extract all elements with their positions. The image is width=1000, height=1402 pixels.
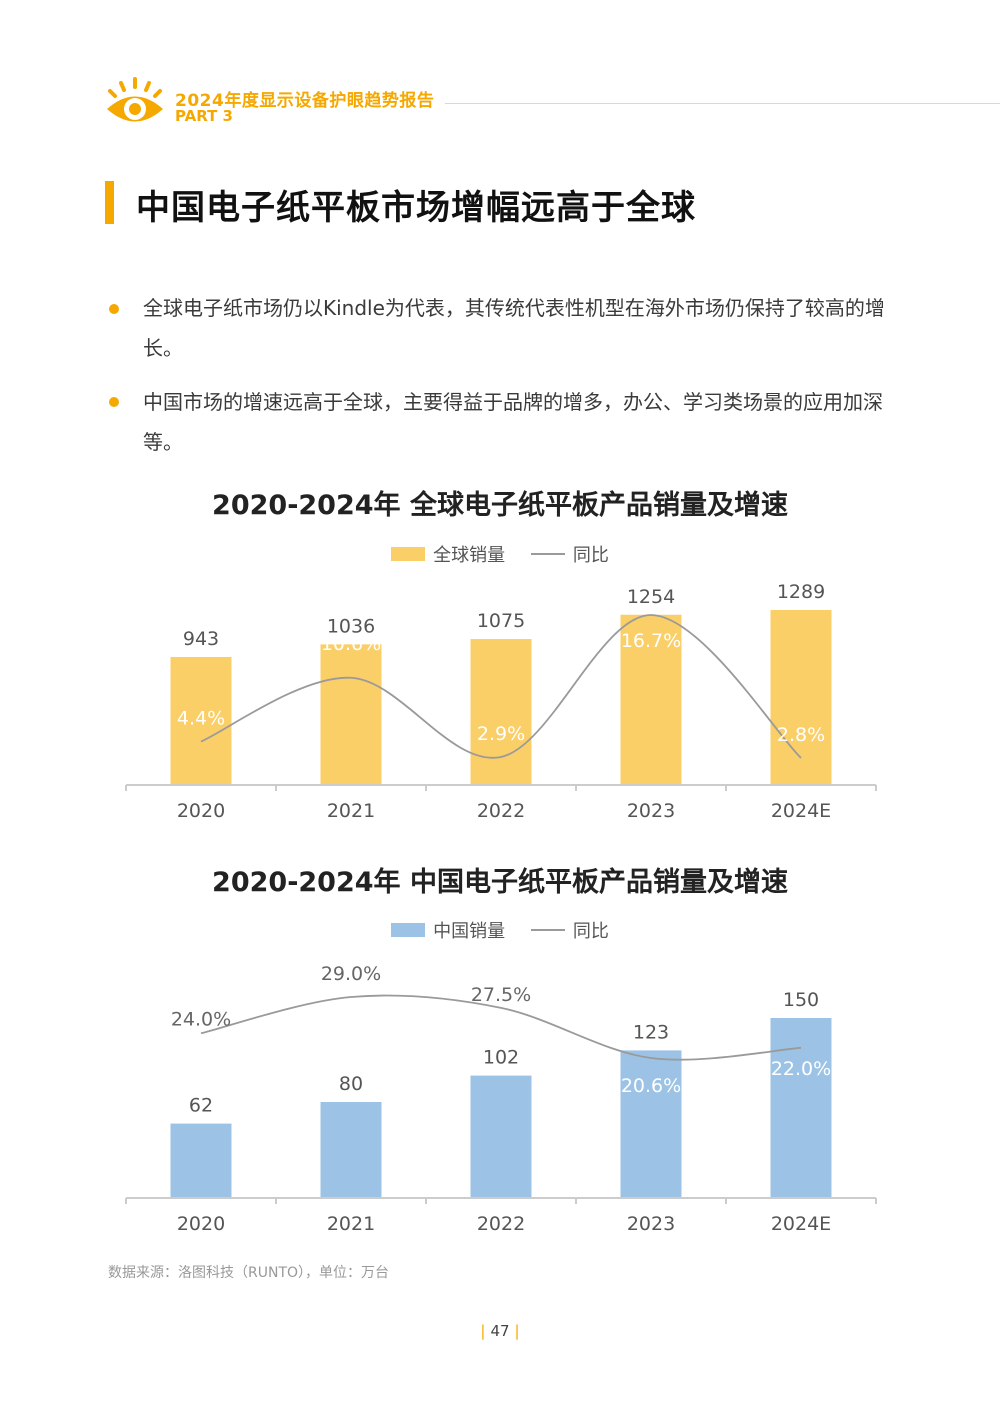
legend-swatch-line bbox=[530, 929, 565, 931]
bar-value-label: 62 bbox=[189, 1095, 213, 1117]
growth-rate-label: 20.6% bbox=[621, 1075, 681, 1097]
bar-value-label: 1289 bbox=[777, 581, 825, 603]
chart-legend: 中国销量 同比 bbox=[0, 917, 1000, 943]
growth-rate-label: 24.0% bbox=[171, 1008, 231, 1030]
x-tick-label: 2020 bbox=[177, 1213, 225, 1235]
legend-label: 同比 bbox=[572, 921, 609, 942]
x-tick-label: 2023 bbox=[627, 1213, 675, 1235]
report-title: 2024年度显示设备护眼趋势报告 bbox=[175, 91, 435, 111]
x-tick-label: 2024E bbox=[771, 1213, 831, 1235]
x-tick-label: 2022 bbox=[477, 800, 525, 822]
legend-label: 同比 bbox=[572, 545, 609, 566]
heading-accent-bar bbox=[105, 181, 114, 224]
legend-swatch-bar bbox=[391, 547, 426, 561]
eye-logo-icon bbox=[107, 77, 163, 122]
bar-value-label: 123 bbox=[633, 1021, 669, 1043]
growth-rate-label: 22.0% bbox=[771, 1058, 831, 1080]
bar bbox=[770, 1018, 832, 1198]
x-tick-label: 2024E bbox=[771, 800, 831, 822]
header-divider bbox=[445, 103, 1000, 104]
bar-value-label: 80 bbox=[339, 1073, 363, 1095]
x-tick-label: 2020 bbox=[177, 800, 225, 822]
page-number-value: 47 bbox=[490, 1322, 510, 1340]
bar bbox=[620, 1050, 682, 1198]
legend-label: 中国销量 bbox=[433, 921, 506, 942]
bullet-dot bbox=[109, 304, 119, 314]
x-tick-label: 2021 bbox=[327, 800, 375, 822]
data-source-note: 数据来源：洛图科技（RUNTO），单位：万台 bbox=[108, 1265, 390, 1281]
bullet-text: 中国市场的增速远高于全球，主要得益于品牌的增多，办公、学习类场景的应用加深等。 bbox=[143, 390, 883, 454]
growth-rate-label: 16.7% bbox=[621, 630, 681, 652]
growth-rate-label: 29.0% bbox=[321, 963, 381, 985]
bar-value-label: 1254 bbox=[627, 586, 675, 608]
growth-line bbox=[200, 614, 802, 759]
bar-value-label: 1075 bbox=[477, 610, 525, 632]
x-tick-label: 2022 bbox=[477, 1213, 525, 1235]
bar bbox=[620, 614, 682, 785]
growth-rate-label: 2.8% bbox=[777, 724, 825, 746]
bar-value-label: 943 bbox=[183, 628, 219, 650]
page-header: 2024年度显示设备护眼趋势报告 PART 3 bbox=[105, 76, 1000, 136]
bar bbox=[320, 644, 382, 785]
part-label: PART 3 bbox=[175, 107, 233, 125]
chart-title: 2020-2024年 全球电子纸平板产品销量及增速 bbox=[212, 490, 788, 521]
growth-rate-label: 4.4% bbox=[177, 708, 225, 730]
bar bbox=[320, 1102, 382, 1198]
global-sales-chart: 943 1036 1075 1254 1289 4.4% 10.6% 2.9% 16.7% 2.8… bbox=[125, 581, 877, 822]
growth-rate-label: 10.6% bbox=[321, 633, 381, 655]
bar bbox=[170, 656, 232, 785]
bar-value-label: 150 bbox=[783, 989, 819, 1011]
page-number: | 47 | bbox=[480, 1322, 520, 1340]
legend-label: 全球销量 bbox=[433, 545, 506, 566]
chart-title: 2020-2024年 中国电子纸平板产品销量及增速 bbox=[212, 867, 788, 898]
legend-swatch-bar bbox=[391, 923, 426, 937]
x-tick-label: 2021 bbox=[327, 1213, 375, 1235]
bar bbox=[470, 1075, 532, 1198]
bullet-text: 全球电子纸市场仍以Kindle为代表，其传统代表性机型在海外市场仍保持了较高的增… bbox=[143, 296, 885, 360]
bar bbox=[470, 639, 532, 785]
x-tick-label: 2023 bbox=[627, 800, 675, 822]
bullet-dot bbox=[109, 397, 119, 407]
bar-value-label: 102 bbox=[483, 1047, 519, 1069]
growth-line bbox=[200, 994, 802, 1061]
bar bbox=[170, 1123, 232, 1198]
growth-rate-label: 2.9% bbox=[477, 723, 525, 745]
legend-swatch-line bbox=[530, 553, 565, 555]
growth-rate-label: 27.5% bbox=[471, 984, 531, 1006]
chart-legend: 全球销量 同比 bbox=[0, 541, 1000, 567]
section-heading: 中国电子纸平板市场增幅远高于全球 bbox=[136, 188, 696, 228]
bar-value-label: 1036 bbox=[327, 615, 375, 637]
bar bbox=[770, 610, 832, 785]
china-sales-chart: 62 80 102 123 150 24.0% 29.0% 27.5% 20.6% 22.0% 20… bbox=[125, 963, 877, 1235]
